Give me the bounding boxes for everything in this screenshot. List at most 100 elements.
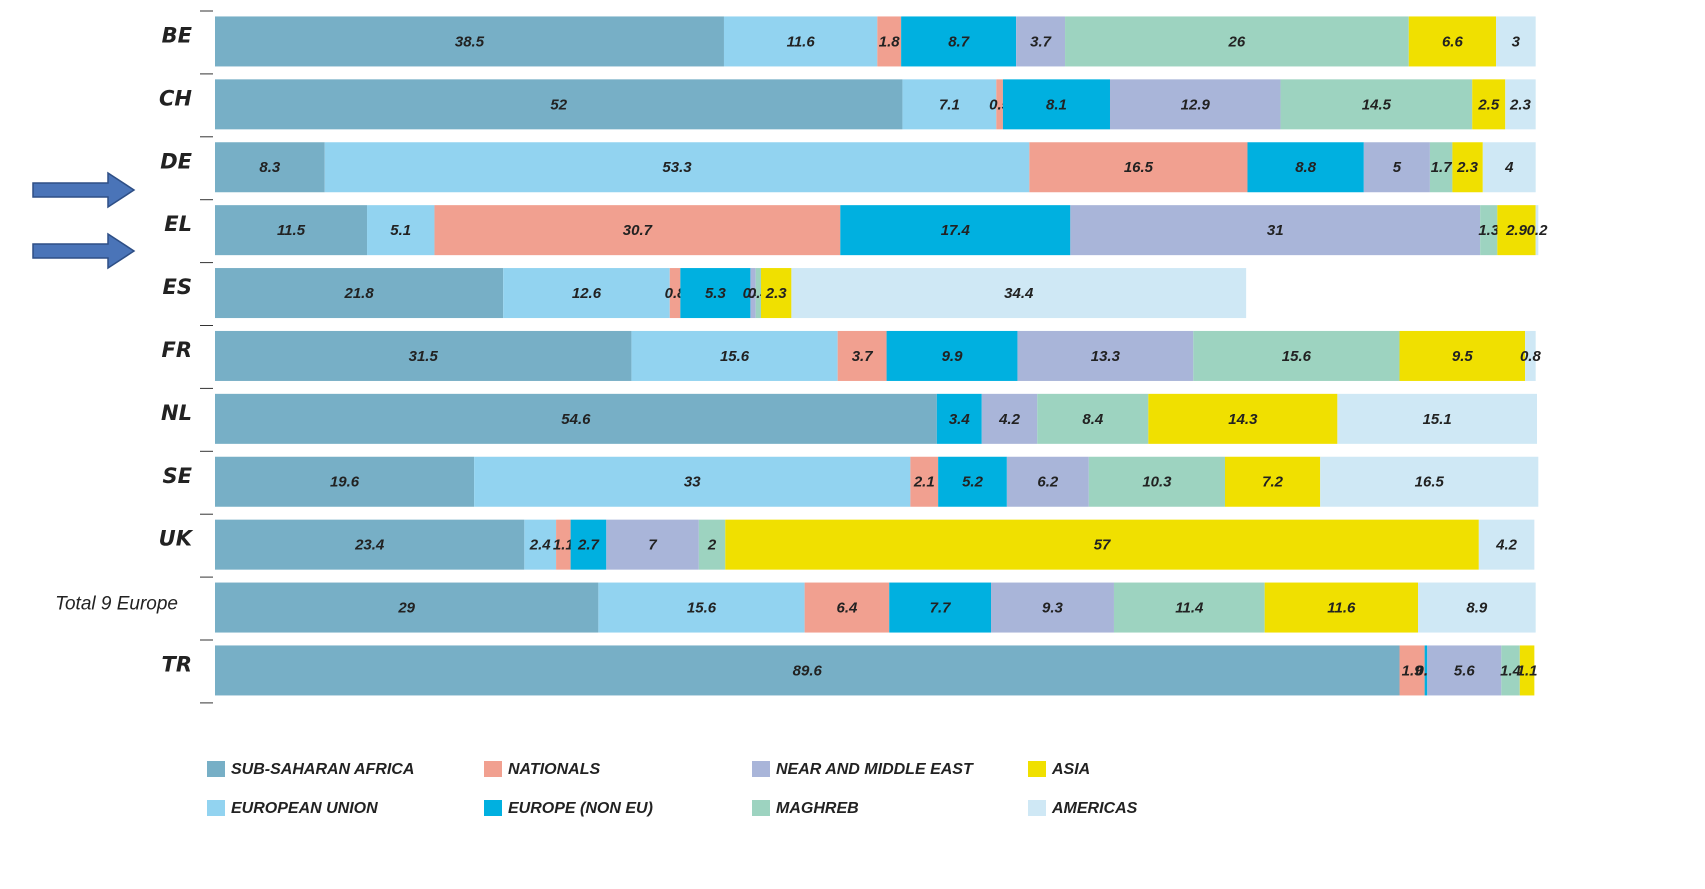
value-label: 34.4: [1004, 285, 1034, 302]
bar-segment: [1247, 142, 1364, 193]
value-label: 30.7: [623, 222, 653, 239]
value-label: 5.3: [705, 285, 727, 302]
value-label: 8.4: [1082, 411, 1104, 428]
value-label: 29: [397, 600, 415, 617]
value-label: 16.5: [1415, 474, 1445, 491]
bar-segment: [981, 393, 1038, 444]
bar-segment: [1070, 205, 1481, 256]
legend-swatch: [207, 761, 225, 777]
legend-swatch: [1028, 761, 1046, 777]
value-label: 15.6: [1282, 348, 1312, 365]
value-label: 2.4: [529, 537, 552, 554]
value-label: 12.6: [572, 285, 602, 302]
value-label: 38.5: [455, 33, 485, 50]
bar-segment: [1109, 79, 1281, 130]
value-label: 4: [1504, 159, 1514, 176]
value-label: 6.6: [1442, 33, 1464, 50]
bar-segment: [215, 142, 325, 193]
value-label: 21.8: [343, 285, 374, 302]
legend-swatch: [1028, 800, 1046, 816]
value-label: 9.9: [942, 348, 964, 365]
y-tick-label: Total 9 Europe: [55, 594, 178, 615]
bar-segment: [367, 205, 435, 256]
bar-segment: [1399, 330, 1526, 381]
bar-segment: [215, 330, 632, 381]
bar-segment: [570, 519, 607, 570]
legend-label: AMERICAS: [1051, 800, 1138, 817]
value-label: 11.6: [1327, 600, 1356, 617]
legend-swatch: [484, 800, 502, 816]
value-label: 53.3: [662, 159, 692, 176]
value-label: 8.7: [948, 33, 970, 50]
bar-segment: [1525, 330, 1536, 381]
bar-segment: [1424, 645, 1428, 696]
value-label: 33: [684, 474, 701, 491]
bar-segment: [215, 519, 525, 570]
bar-segment: [524, 519, 557, 570]
bar-segment: [1002, 79, 1110, 130]
legend-label: ASIA: [1051, 761, 1090, 778]
value-label: 2.3: [765, 285, 788, 302]
value-label: 9.3: [1042, 600, 1064, 617]
bar-segment: [1016, 16, 1066, 67]
bar-segment: [750, 268, 756, 319]
value-label: 10.3: [1142, 474, 1172, 491]
value-label: 8.1: [1046, 96, 1067, 113]
value-label: 0.2: [1527, 222, 1549, 239]
y-tick-label: TR: [162, 652, 193, 676]
bar-segment: [936, 393, 982, 444]
bar-segment: [1029, 142, 1248, 193]
bar-segment: [631, 330, 838, 381]
bar-segment: [840, 205, 1071, 256]
bar-segment: [1399, 645, 1425, 696]
bar-segment: [215, 268, 504, 319]
y-tick-label: ES: [163, 275, 192, 299]
value-label: 7: [648, 537, 657, 554]
value-label: 5.2: [962, 474, 984, 491]
bar-segment: [723, 16, 878, 67]
value-label: 7.1: [939, 96, 960, 113]
value-label: 1.7: [1431, 159, 1453, 176]
value-label: 31.5: [409, 348, 439, 365]
bar-segment: [1363, 142, 1430, 193]
value-label: 3: [1512, 33, 1521, 50]
bar-segment: [215, 393, 937, 444]
bar-segment: [698, 519, 726, 570]
value-label: 5: [1393, 159, 1402, 176]
value-label: 16.5: [1124, 159, 1154, 176]
legend-swatch: [484, 761, 502, 777]
value-label: 23.4: [354, 537, 385, 554]
value-label: 8.3: [259, 159, 281, 176]
bar-segment: [886, 330, 1018, 381]
bar-segment: [1264, 582, 1419, 633]
value-label: 2.3: [1456, 159, 1479, 176]
value-label: 7.7: [930, 600, 952, 617]
bar-segment: [1505, 79, 1536, 130]
value-label: 0.8: [1520, 348, 1542, 365]
arrow-el: [32, 232, 136, 270]
bar-segment: [680, 268, 751, 319]
legend-swatch: [752, 761, 770, 777]
bar-segment: [1065, 16, 1409, 67]
y-tick-label: BE: [162, 23, 193, 47]
bar-segment: [1225, 456, 1321, 507]
legend-label: NEAR AND MIDDLE EAST: [776, 761, 974, 778]
value-label: 15.1: [1423, 411, 1452, 428]
y-tick-label: NL: [161, 401, 192, 425]
value-label: 2: [707, 537, 717, 554]
bar-segment: [1408, 16, 1497, 67]
value-label: 1.8: [879, 33, 901, 50]
bar-segment: [215, 16, 724, 67]
bar-segment: [1429, 142, 1453, 193]
bar-segment: [1478, 519, 1535, 570]
bar-segment: [901, 16, 1017, 67]
value-label: 11.4: [1175, 600, 1204, 617]
value-label: 2.9: [1505, 222, 1528, 239]
bar-segment: [755, 268, 761, 319]
value-label: 26: [1228, 33, 1246, 50]
bar-segment: [1193, 330, 1400, 381]
arrow: [32, 171, 136, 270]
bar-segment: [804, 582, 890, 633]
value-label: 54.6: [561, 411, 591, 428]
legend-label: EUROPEAN UNION: [231, 800, 378, 817]
